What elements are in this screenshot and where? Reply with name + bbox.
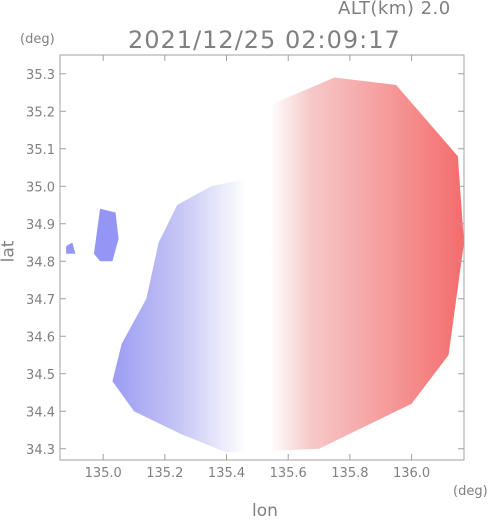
x-tick-label: 135.8	[331, 466, 368, 481]
y-tick-label: 35.2	[26, 105, 55, 120]
y-tick-label: 34.7	[26, 293, 55, 308]
y-tick-label: 34.8	[26, 255, 55, 270]
x-tick-label: 135.2	[146, 466, 183, 481]
y-tick-label: 34.4	[26, 405, 55, 420]
y-tick-label: 35.0	[26, 180, 55, 195]
echo-region-far-west-blob	[66, 242, 76, 254]
x-tick-label: 136.0	[393, 466, 430, 481]
y-tick-label: 34.6	[26, 330, 55, 345]
echo-region-west-blob	[93, 208, 119, 262]
y-axis-unit: (deg)	[20, 32, 55, 47]
x-tick-label: 135.6	[270, 466, 307, 481]
y-tick-label: 34.3	[26, 443, 55, 458]
x-axis-unit: (deg)	[453, 484, 488, 499]
y-tick-label: 35.1	[26, 143, 55, 158]
x-axis-label: lon	[252, 501, 278, 521]
x-tick-label: 135.0	[85, 466, 122, 481]
x-tick-label: 135.4	[208, 466, 245, 481]
plot-frame	[59, 54, 465, 461]
altitude-label: ALT(km) 2.0	[338, 0, 451, 19]
y-tick-label: 34.9	[26, 218, 55, 233]
chart-title: 2021/12/25 02:09:17	[128, 26, 401, 54]
echo-region-main-echo	[112, 77, 464, 453]
y-tick-label: 34.5	[26, 368, 55, 383]
y-tick-label: 35.3	[26, 68, 55, 83]
